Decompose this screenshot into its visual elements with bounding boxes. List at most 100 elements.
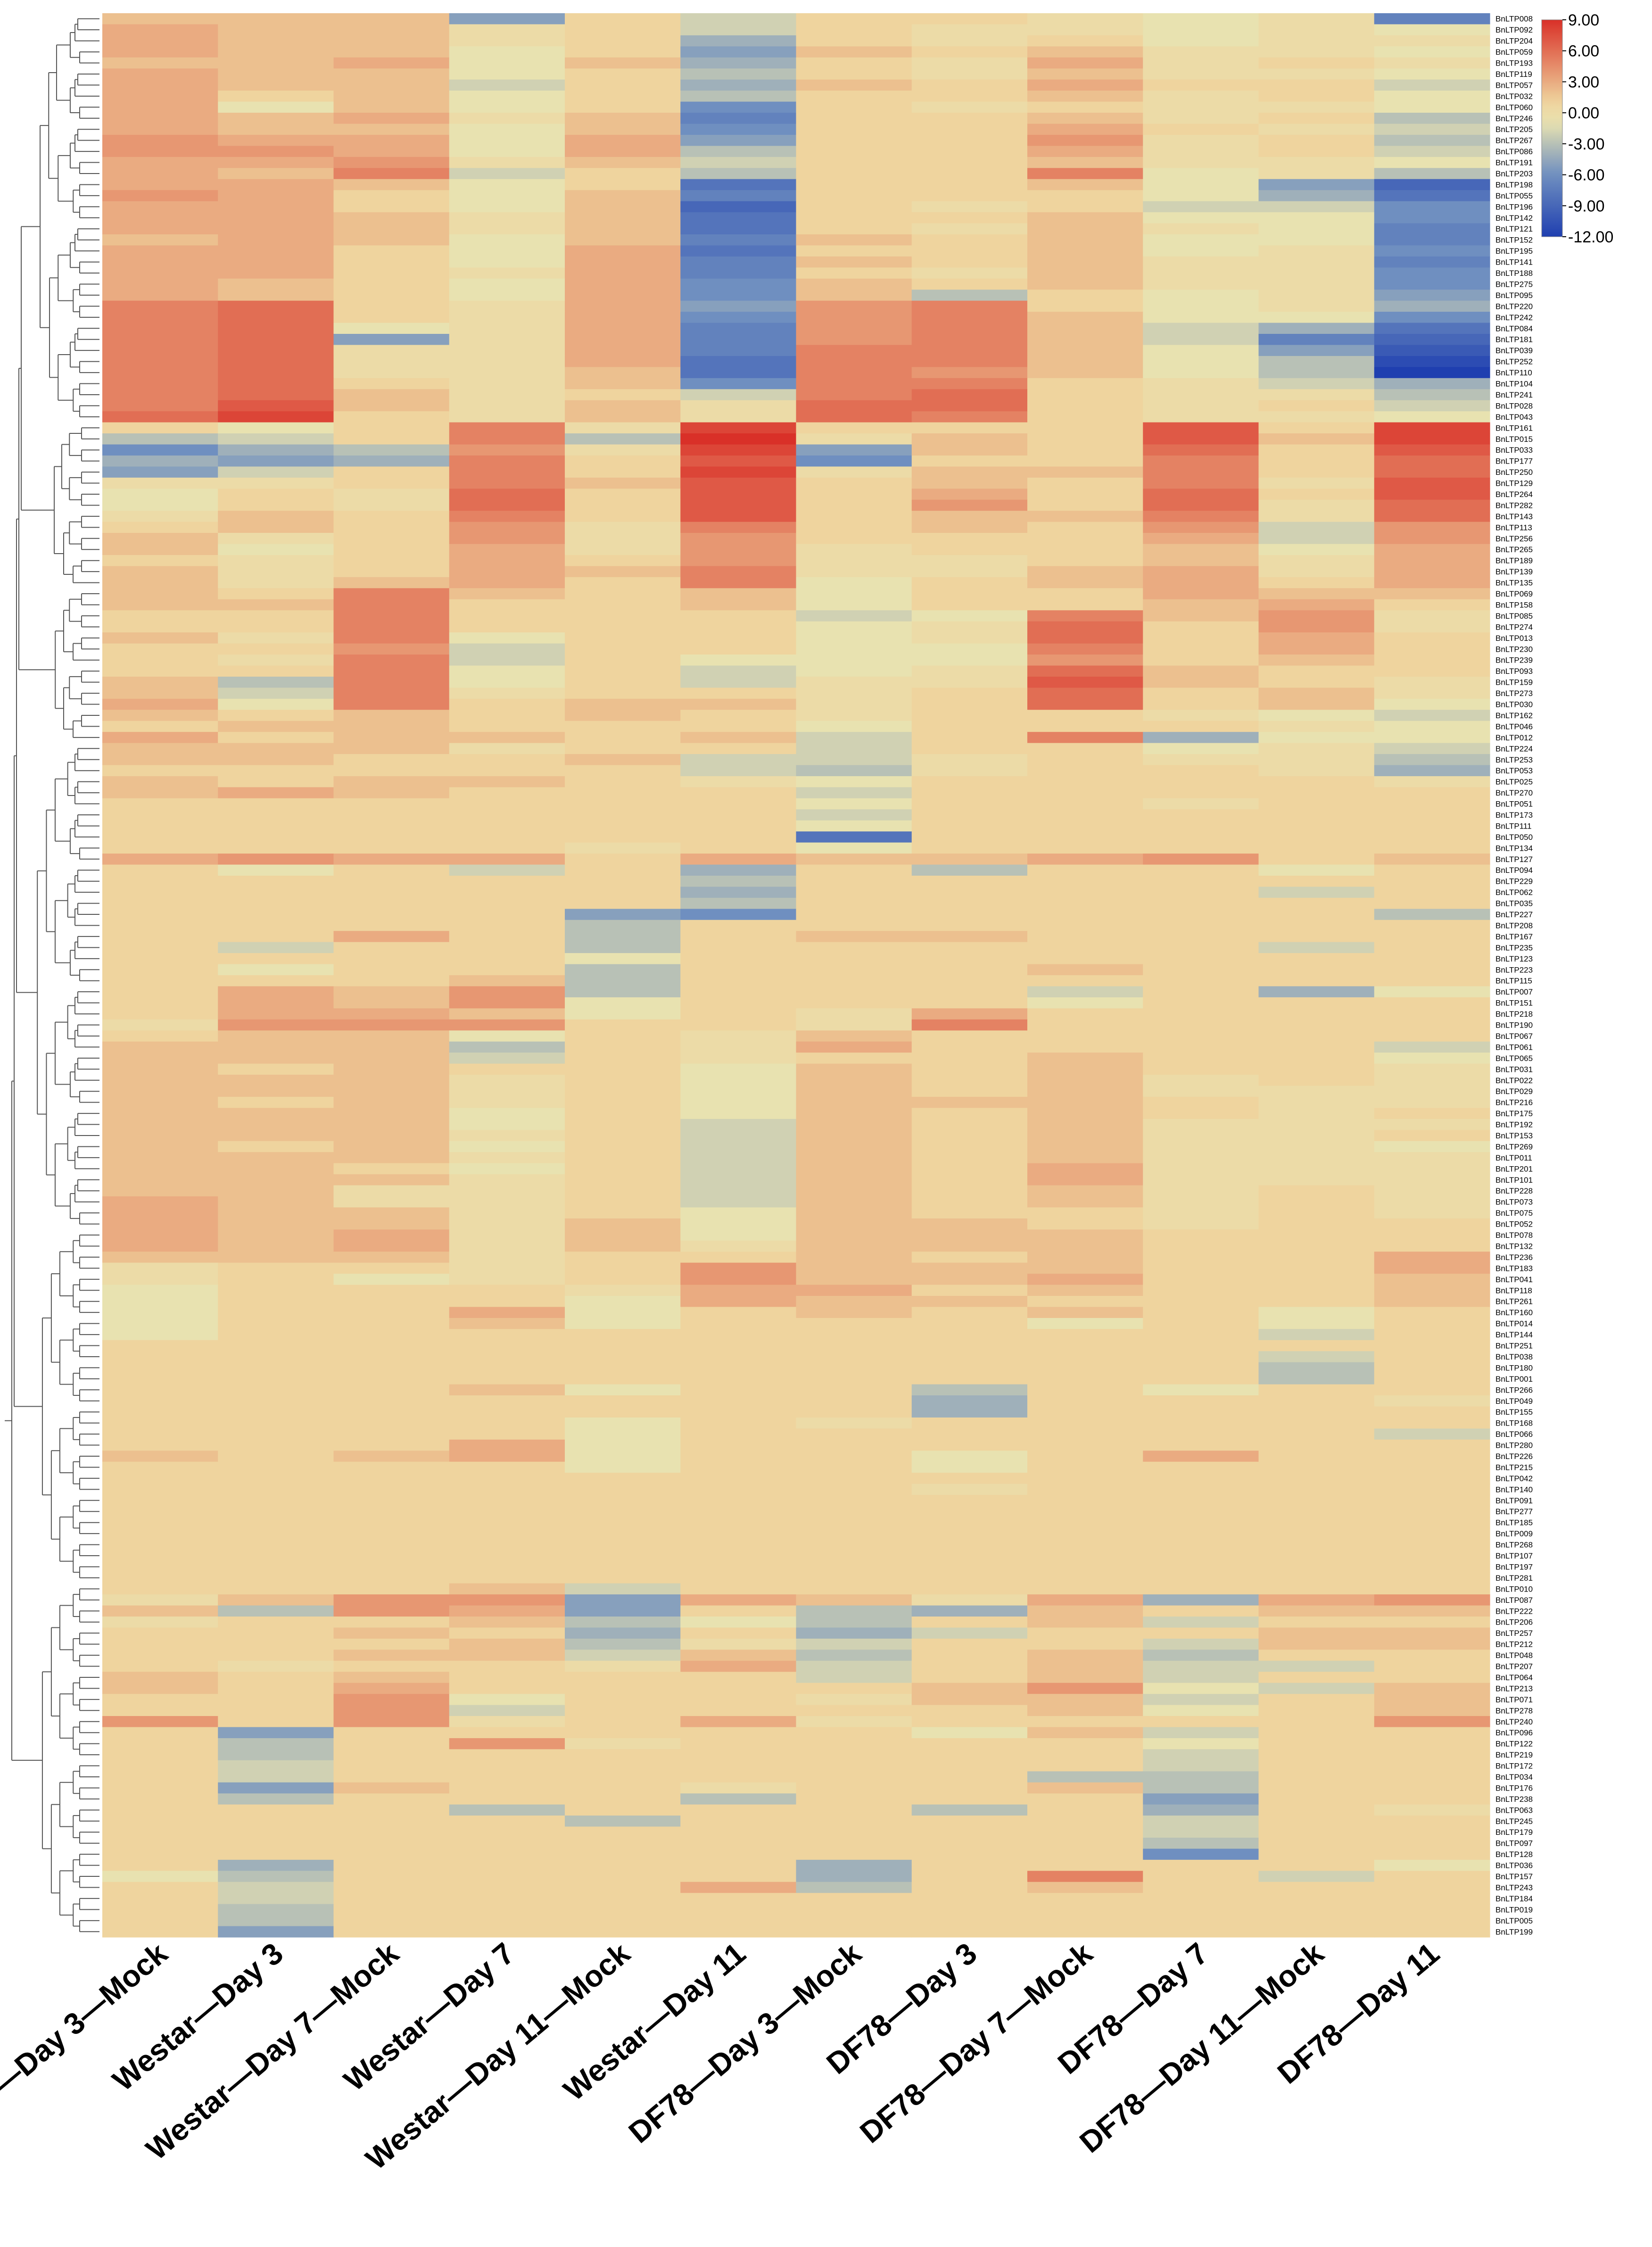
heatmap-cell — [565, 1495, 681, 1507]
heatmap-cell — [102, 920, 218, 931]
heatmap-cell — [911, 1174, 1028, 1186]
heatmap-cell — [449, 1340, 565, 1352]
heatmap-cell — [1027, 1893, 1143, 1905]
heatmap-cell — [1143, 35, 1259, 47]
heatmap-cell — [333, 1672, 450, 1683]
heatmap-cell — [449, 665, 565, 677]
heatmap-cell — [796, 511, 912, 522]
row-label: BnLTP185 — [1495, 1518, 1533, 1527]
heatmap-cell — [680, 1395, 797, 1407]
heatmap-cell — [333, 643, 450, 655]
heatmap-cell — [449, 124, 565, 135]
heatmap-cell — [911, 1506, 1028, 1517]
heatmap-cell — [565, 997, 681, 1009]
row-label: BnLTP061 — [1495, 1043, 1533, 1052]
heatmap-cell — [1143, 1461, 1259, 1473]
heatmap-cell — [333, 234, 450, 246]
heatmap-cell — [333, 1904, 450, 1915]
heatmap-cell — [680, 920, 797, 931]
heatmap-cell — [1258, 113, 1375, 124]
heatmap-cell — [333, 1594, 450, 1606]
row-label: BnLTP046 — [1495, 722, 1533, 731]
heatmap-cell — [1027, 820, 1143, 832]
heatmap-cell — [449, 1672, 565, 1683]
heatmap-cell — [911, 544, 1028, 556]
heatmap-cell — [1258, 953, 1375, 965]
heatmap-cell — [911, 1517, 1028, 1529]
heatmap-cell — [449, 1605, 565, 1617]
heatmap-cell — [911, 1307, 1028, 1318]
heatmap-cell — [102, 1495, 218, 1507]
heatmap-cell — [565, 1240, 681, 1252]
heatmap-cell — [565, 754, 681, 766]
row-label: BnLTP121 — [1495, 224, 1533, 233]
heatmap-cell — [1027, 1849, 1143, 1860]
heatmap-cell — [1143, 1185, 1259, 1197]
row-label: BnLTP195 — [1495, 247, 1533, 256]
row-label: BnLTP273 — [1495, 689, 1533, 698]
heatmap-cell — [680, 267, 797, 279]
heatmap-cell — [333, 544, 450, 556]
heatmap-cell — [449, 975, 565, 987]
heatmap-cell — [796, 931, 912, 943]
row-label: BnLTP215 — [1495, 1463, 1533, 1472]
heatmap-cell — [1143, 124, 1259, 135]
heatmap-cell — [911, 1274, 1028, 1285]
heatmap-cell — [449, 1318, 565, 1329]
heatmap-cell — [102, 35, 218, 47]
heatmap-cell — [102, 732, 218, 744]
colorbar-tick-label: -9.00 — [1568, 197, 1605, 215]
row-label: BnLTP197 — [1495, 1562, 1533, 1571]
heatmap-cell — [1027, 1561, 1143, 1573]
row-label: BnLTP008 — [1495, 15, 1533, 24]
heatmap-cell — [333, 1428, 450, 1440]
heatmap-cell — [1374, 1660, 1490, 1672]
heatmap-cell — [1374, 499, 1490, 511]
heatmap-cell — [102, 897, 218, 909]
row-label: BnLTP257 — [1495, 1629, 1533, 1638]
heatmap-cell — [102, 1086, 218, 1097]
heatmap-cell — [449, 1096, 565, 1108]
heatmap-cell — [1143, 24, 1259, 36]
heatmap-cell — [565, 1262, 681, 1274]
heatmap-cell — [565, 986, 681, 998]
row-label: BnLTP028 — [1495, 401, 1533, 410]
heatmap-cell — [102, 1473, 218, 1484]
heatmap-cell — [565, 1727, 681, 1739]
heatmap-cell — [911, 1063, 1028, 1075]
heatmap-cell — [218, 522, 334, 533]
heatmap-cell — [680, 1119, 797, 1130]
heatmap-cell — [911, 1660, 1028, 1672]
heatmap-cell — [680, 1451, 797, 1462]
heatmap-cell — [1143, 1882, 1259, 1893]
heatmap-cell — [565, 798, 681, 810]
heatmap-cell — [333, 621, 450, 633]
heatmap-cell — [102, 1683, 218, 1694]
heatmap-cell — [1374, 1816, 1490, 1827]
heatmap-cell — [1143, 964, 1259, 976]
heatmap-cell — [565, 831, 681, 843]
heatmap-cell — [1374, 1108, 1490, 1119]
heatmap-cell — [1027, 1252, 1143, 1263]
heatmap-cell — [1258, 1893, 1375, 1905]
heatmap-cell — [911, 356, 1028, 367]
heatmap-cell — [218, 499, 334, 511]
heatmap-cell — [333, 35, 450, 47]
heatmap-cell — [218, 1329, 334, 1341]
heatmap-cell — [565, 1030, 681, 1042]
heatmap-cell — [796, 1063, 912, 1075]
heatmap-cell — [1374, 566, 1490, 578]
heatmap-cell — [565, 743, 681, 755]
heatmap-cell — [1027, 710, 1143, 721]
heatmap-cell — [911, 1882, 1028, 1893]
heatmap-cell — [102, 91, 218, 102]
heatmap-cell — [1143, 1130, 1259, 1142]
heatmap-cell — [449, 743, 565, 755]
heatmap-cell — [911, 91, 1028, 102]
heatmap-cell — [1027, 765, 1143, 777]
heatmap-cell — [680, 466, 797, 478]
heatmap-cell — [911, 168, 1028, 180]
heatmap-cell — [1258, 1318, 1375, 1329]
heatmap-cell — [796, 1915, 912, 1927]
heatmap-cell — [1374, 1793, 1490, 1805]
